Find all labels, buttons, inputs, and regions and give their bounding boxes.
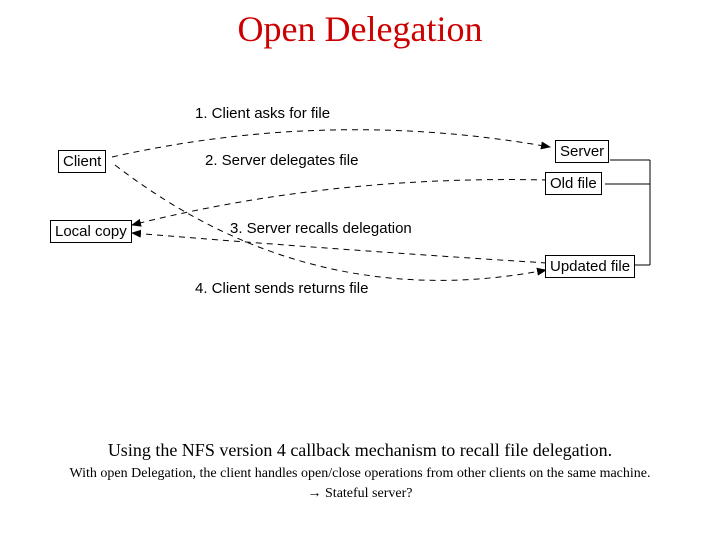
delegation-diagram: Client Local copy Server Old file Update… <box>50 90 670 370</box>
box-server: Server <box>555 140 609 163</box>
caption-sub-line1: With open Delegation, the client handles… <box>69 466 650 481</box>
box-local-copy: Local copy <box>50 220 132 243</box>
box-client: Client <box>58 150 106 173</box>
box-updated-file: Updated file <box>545 255 635 278</box>
slide-title: Open Delegation <box>0 8 720 50</box>
step-2-label: 2. Server delegates file <box>205 152 358 169</box>
caption-sub-line2: Stateful server? <box>322 486 413 501</box>
caption-sub: With open Delegation, the client handles… <box>0 465 720 503</box>
caption-main: Using the NFS version 4 callback mechani… <box>0 440 720 461</box>
right-arrow-icon: → <box>308 484 322 500</box>
box-old-file: Old file <box>545 172 602 195</box>
step-1-label: 1. Client asks for file <box>195 105 330 122</box>
step-3-label: 3. Server recalls delegation <box>230 220 412 237</box>
step-4-label: 4. Client sends returns file <box>195 280 368 297</box>
